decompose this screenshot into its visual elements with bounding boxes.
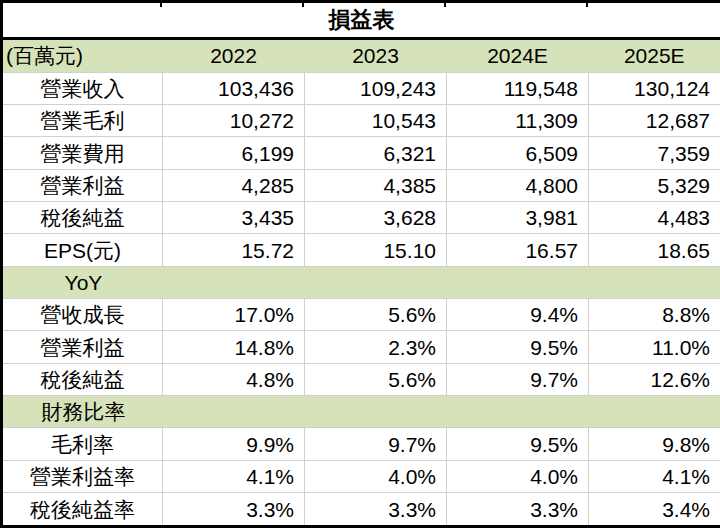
value-cell: 4.0%	[305, 460, 447, 492]
table-row: 營業利益率4.1%4.0%4.0%4.1%	[2, 460, 720, 492]
table-row: 稅後純益4.8%5.6%9.7%12.6%	[2, 363, 720, 395]
section-row: 財務比率	[2, 396, 720, 428]
table-header-row: (百萬元) 2022 2023 2024E 2025E	[2, 39, 720, 73]
value-cell: 4.8%	[163, 363, 305, 395]
value-cell: 5,329	[589, 169, 720, 201]
table-row: 稅後純益率3.3%3.3%3.3%3.4%	[2, 493, 720, 527]
row-label-cell: 毛利率	[2, 428, 163, 460]
value-cell: 14.8%	[163, 331, 305, 363]
value-cell: 6,509	[447, 137, 589, 169]
value-cell: 17.0%	[163, 299, 305, 331]
table-row: 營業收入103,436109,243119,548130,124	[2, 72, 720, 104]
row-label-cell: 營業利益	[2, 331, 163, 363]
row-label-cell: 營業利益	[2, 169, 163, 201]
value-cell: 9.4%	[447, 299, 589, 331]
column-border-tick	[586, 3, 588, 7]
income-statement-table: 損益表 (百萬元) 2022 2023 2024E 2025E 營業收入103,…	[0, 0, 720, 528]
section-header-label: YoY	[3, 272, 164, 293]
value-cell: 9.9%	[163, 428, 305, 460]
value-cell: 4.1%	[163, 460, 305, 492]
value-cell: 7,359	[589, 137, 720, 169]
value-cell: 3.3%	[163, 493, 305, 527]
value-cell: 9.5%	[447, 331, 589, 363]
row-label-cell: 營業毛利	[2, 105, 163, 137]
value-cell: 9.5%	[447, 428, 589, 460]
value-cell: 15.10	[305, 234, 447, 266]
column-border-tick	[444, 3, 446, 7]
table-row: 稅後純益3,4353,6283,9814,483	[2, 202, 720, 234]
year-header-2024e: 2024E	[447, 39, 589, 73]
section-header-cell: YoY	[2, 266, 720, 298]
table-row: 營收成長17.0%5.6%9.4%8.8%	[2, 299, 720, 331]
row-label-cell: 營收成長	[2, 299, 163, 331]
value-cell: 10,543	[305, 105, 447, 137]
row-label-cell: 稅後純益	[2, 202, 163, 234]
value-cell: 4.0%	[447, 460, 589, 492]
year-header-2025e: 2025E	[589, 39, 720, 73]
value-cell: 12,687	[589, 105, 720, 137]
column-border-tick	[160, 3, 162, 7]
value-cell: 3,981	[447, 202, 589, 234]
value-cell: 5.6%	[305, 363, 447, 395]
value-cell: 119,548	[447, 72, 589, 104]
income-statement-screenshot: 損益表 (百萬元) 2022 2023 2024E 2025E 營業收入103,…	[0, 0, 720, 528]
table-row: EPS(元)15.7215.1016.5718.65	[2, 234, 720, 266]
value-cell: 4,483	[589, 202, 720, 234]
value-cell: 103,436	[163, 72, 305, 104]
value-cell: 3,628	[305, 202, 447, 234]
value-cell: 16.57	[447, 234, 589, 266]
column-border-tick	[302, 3, 304, 7]
table-row: 營業毛利10,27210,54311,30912,687	[2, 105, 720, 137]
row-label-cell: 營業收入	[2, 72, 163, 104]
value-cell: 12.6%	[589, 363, 720, 395]
section-header-label: 財務比率	[3, 401, 164, 422]
table-title: 損益表	[2, 2, 720, 39]
row-label-cell: 稅後純益	[2, 363, 163, 395]
value-cell: 6,199	[163, 137, 305, 169]
value-cell: 10,272	[163, 105, 305, 137]
table-title-row: 損益表	[2, 2, 720, 39]
row-label-cell: 營業費用	[2, 137, 163, 169]
year-header-2023: 2023	[305, 39, 447, 73]
year-header-2022: 2022	[163, 39, 305, 73]
section-row: YoY	[2, 266, 720, 298]
value-cell: 15.72	[163, 234, 305, 266]
unit-label-cell: (百萬元)	[2, 39, 163, 73]
value-cell: 4,800	[447, 169, 589, 201]
table-row: 營業利益4,2854,3854,8005,329	[2, 169, 720, 201]
value-cell: 3.4%	[589, 493, 720, 527]
value-cell: 6,321	[305, 137, 447, 169]
row-label-cell: 營業利益率	[2, 460, 163, 492]
value-cell: 4,285	[163, 169, 305, 201]
row-label-cell: 稅後純益率	[2, 493, 163, 527]
value-cell: 18.65	[589, 234, 720, 266]
value-cell: 9.7%	[447, 363, 589, 395]
value-cell: 4.1%	[589, 460, 720, 492]
value-cell: 3.3%	[305, 493, 447, 527]
table-row: 營業利益14.8%2.3%9.5%11.0%	[2, 331, 720, 363]
value-cell: 11,309	[447, 105, 589, 137]
value-cell: 9.7%	[305, 428, 447, 460]
value-cell: 3,435	[163, 202, 305, 234]
section-header-cell: 財務比率	[2, 396, 720, 428]
value-cell: 11.0%	[589, 331, 720, 363]
value-cell: 5.6%	[305, 299, 447, 331]
value-cell: 109,243	[305, 72, 447, 104]
value-cell: 130,124	[589, 72, 720, 104]
value-cell: 4,385	[305, 169, 447, 201]
row-label-cell: EPS(元)	[2, 234, 163, 266]
table-row: 毛利率9.9%9.7%9.5%9.8%	[2, 428, 720, 460]
table-row: 營業費用6,1996,3216,5097,359	[2, 137, 720, 169]
value-cell: 8.8%	[589, 299, 720, 331]
value-cell: 2.3%	[305, 331, 447, 363]
value-cell: 3.3%	[447, 493, 589, 527]
value-cell: 9.8%	[589, 428, 720, 460]
